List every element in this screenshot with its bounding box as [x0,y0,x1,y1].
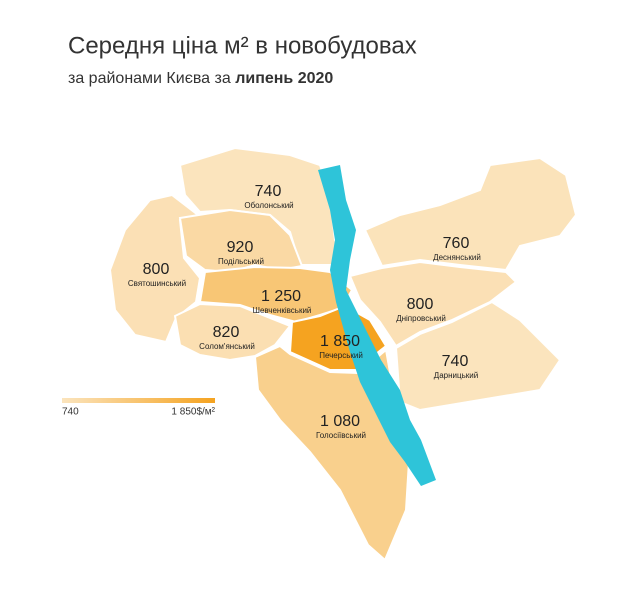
labels: 740Оболонський800Святошинський920Подільс… [128,183,481,440]
district-name: Печерський [319,351,363,360]
river [318,165,436,486]
subtitle: за районами Києва за липень 2020 [68,70,333,87]
district-value: 800 [407,296,434,313]
subtitle-bold: липень 2020 [235,70,333,87]
district [178,146,347,266]
district-name: Шевченківський [253,306,312,315]
district-name: Оболонський [244,201,293,210]
district-value: 820 [213,324,240,341]
district-value: 740 [255,183,282,200]
district [173,302,292,362]
district [363,156,578,272]
district-value: 740 [442,353,469,370]
district-name: Солом'янський [199,342,255,351]
legend-max: 1 850$/м² [171,407,215,418]
district-value: 760 [443,235,470,252]
district-name: Голосіївський [316,431,366,440]
district-name: Святошинський [128,279,186,288]
subtitle-prefix: за районами Києва за [68,70,231,87]
district-name: Деснянський [433,253,481,262]
district-value: 920 [227,239,254,256]
district-name: Дарницький [434,371,478,380]
district-name: Подільський [218,257,264,266]
district-value: 1 250 [261,288,301,305]
title: Середня ціна м² в новобудовах [68,32,417,59]
district-value: 1 850 [320,333,360,350]
district [394,300,562,412]
district-name: Дніпровський [396,314,446,323]
legend-bar [62,398,215,403]
district-value: 800 [143,261,170,278]
legend-min: 740 [62,407,79,418]
district-value: 1 080 [320,413,360,430]
